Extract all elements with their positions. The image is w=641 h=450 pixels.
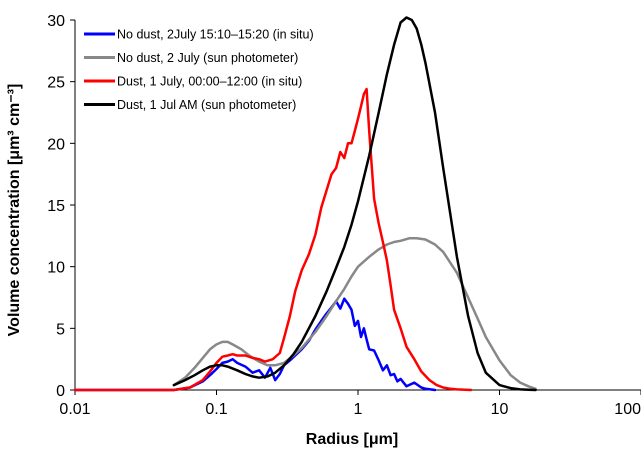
x-tick-label: 100 <box>614 401 641 418</box>
x-tick-label: 0.01 <box>59 401 90 418</box>
y-tick-label: 5 <box>56 321 65 338</box>
y-tick-label: 30 <box>47 13 65 30</box>
x-axis-title: Radius [μm] <box>306 431 398 448</box>
legend-label: No dust, 2 July (sun photometer) <box>117 51 298 65</box>
y-tick-label: 10 <box>47 260 65 277</box>
legend-label: Dust, 1 Jul AM (sun photometer) <box>117 98 296 112</box>
chart-series <box>73 16 537 392</box>
y-tick-label: 15 <box>47 198 65 215</box>
chart-axes: 0 5 10 15 20 25 30 0.01 0.1 1 10 100 <box>47 13 641 418</box>
x-tick-label: 0.1 <box>205 401 227 418</box>
y-tick-label: 0 <box>56 383 65 400</box>
x-tick-label: 1 <box>354 401 363 418</box>
legend-label: No dust, 2July 15:10–15:20 (in situ) <box>117 28 314 42</box>
y-axis-title: Volume concentration [μm³ cm⁻³] <box>6 84 23 337</box>
x-tick-label: 10 <box>491 401 509 418</box>
y-tick-label: 25 <box>47 75 65 92</box>
chart-legend: No dust, 2July 15:10–15:20 (in situ) No d… <box>84 28 314 112</box>
series-line-4 <box>172 16 537 392</box>
y-tick-label: 20 <box>47 136 65 153</box>
legend-label: Dust, 1 July, 00:00–12:00 (in situ) <box>117 75 302 89</box>
series-line-3 <box>73 87 473 392</box>
series-line-2 <box>172 237 537 391</box>
